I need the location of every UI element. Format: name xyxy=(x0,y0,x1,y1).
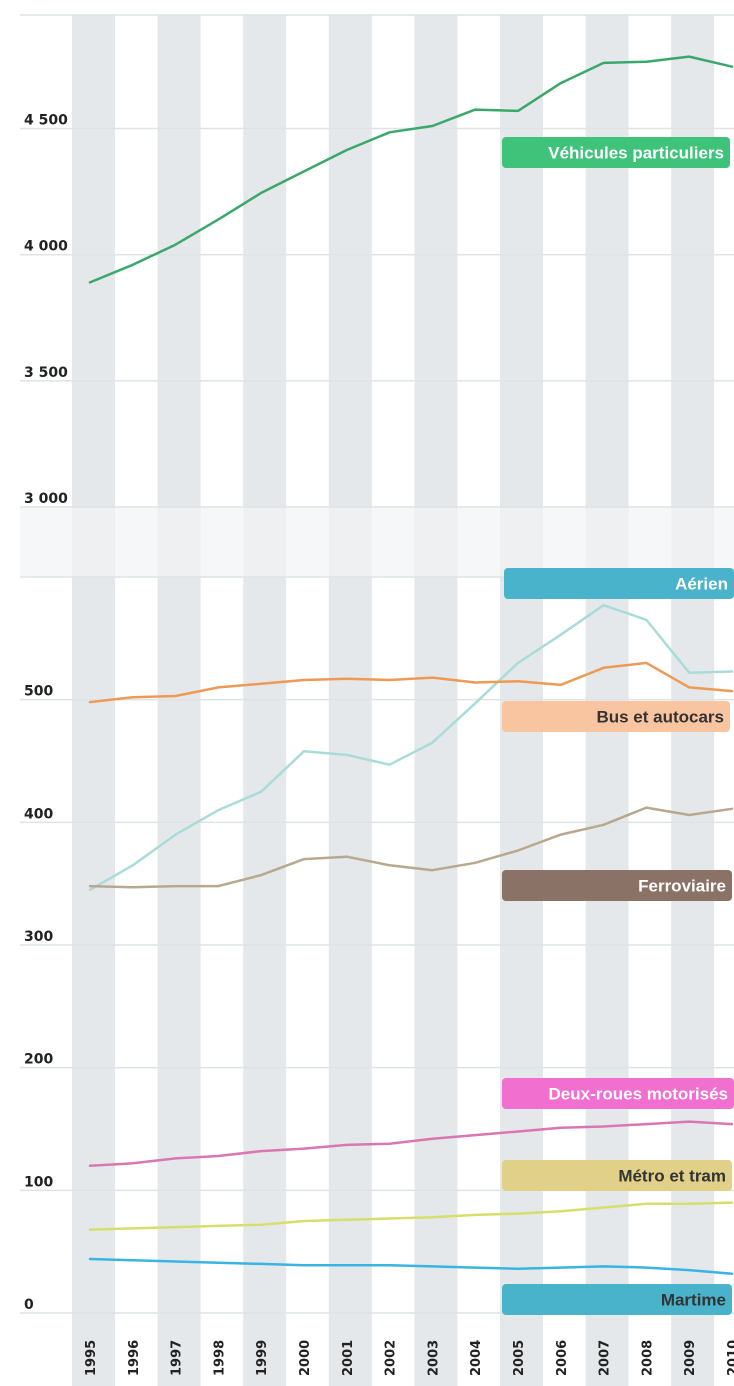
column-band xyxy=(500,15,543,507)
y-tick-label: 300 xyxy=(24,929,53,945)
series-label-aerien: Aérien xyxy=(675,575,728,594)
x-tick-label: 2005 xyxy=(512,1340,527,1376)
x-tick-label: 1995 xyxy=(84,1340,99,1376)
y-tick-label: 200 xyxy=(24,1052,53,1068)
x-tick-label: 2004 xyxy=(469,1340,484,1376)
x-tick-label: 1998 xyxy=(212,1340,227,1376)
series-label-box-vehicules-particuliers xyxy=(502,137,730,168)
column-band xyxy=(585,15,629,507)
series-line-deux-roues-motorises xyxy=(88,1120,734,1168)
y-tick-label: 400 xyxy=(24,806,53,822)
y-tick-label: 4 500 xyxy=(24,113,68,129)
column-band xyxy=(500,507,543,577)
column-band xyxy=(157,15,201,507)
y-tick-label: 500 xyxy=(24,684,53,700)
series-label-box-aerien xyxy=(504,568,734,599)
x-tick-label: 1996 xyxy=(127,1340,142,1376)
y-tick-label: 4 000 xyxy=(24,239,68,255)
series-label-bus-et-autocars: Bus et autocars xyxy=(596,708,724,727)
y-tick-labels: 3 000 3 500 4 000 4 500 0 100 200 300 400 500 xyxy=(24,113,68,1313)
column-band xyxy=(500,577,543,1386)
column-band xyxy=(585,507,629,577)
series-label-deux-roues-motorises: Deux-roues motorisés xyxy=(549,1085,729,1104)
column-band xyxy=(671,15,715,507)
column-band xyxy=(328,15,372,507)
column-band xyxy=(72,15,115,507)
series-line-aerien xyxy=(88,603,734,892)
x-tick-label: 2003 xyxy=(426,1340,441,1376)
series-line-bus-et-autocars xyxy=(88,661,734,704)
x-tick-labels: 1995 1996 1997 1998 1999 2000 2001 2002 2003 2004… xyxy=(84,1340,734,1376)
column-band xyxy=(414,577,458,1386)
series-label-vehicules-particuliers: Véhicules particuliers xyxy=(548,144,724,163)
column-band xyxy=(243,507,287,577)
y-tick-label: 3 500 xyxy=(24,365,68,381)
column-band xyxy=(157,507,201,577)
series-line-metro-et-tram xyxy=(88,1201,734,1231)
series-label-box-martime xyxy=(502,1284,732,1315)
series-lines xyxy=(88,55,734,1275)
series-line-vehicules-particuliers xyxy=(88,55,734,284)
series-label-ferroviaire: Ferroviaire xyxy=(638,877,726,896)
column-band xyxy=(157,577,201,1386)
series-label-box-ferroviaire xyxy=(502,870,732,901)
gridlines xyxy=(20,14,734,1314)
column-band xyxy=(414,507,458,577)
column-bands xyxy=(20,15,734,1386)
series-label-box-bus-et-autocars xyxy=(502,701,730,732)
x-tick-label: 1999 xyxy=(255,1340,270,1376)
column-band xyxy=(328,577,372,1386)
column-band xyxy=(671,577,715,1386)
column-band xyxy=(72,577,115,1386)
series-labels: Véhicules particuliers Aérien Bus et autoc… xyxy=(502,137,734,1315)
y-tick-label: 0 xyxy=(24,1297,34,1313)
x-tick-label: 2007 xyxy=(598,1340,613,1376)
x-tick-label: 2000 xyxy=(298,1340,313,1376)
y-tick-label: 100 xyxy=(24,1174,53,1190)
column-band xyxy=(243,15,287,507)
x-tick-label: 1997 xyxy=(170,1340,185,1376)
column-band xyxy=(243,577,287,1386)
x-tick-label: 2008 xyxy=(640,1340,655,1376)
column-band xyxy=(72,507,115,577)
series-line-martime xyxy=(88,1257,734,1275)
series-label-box-deux-roues-motorises xyxy=(502,1078,734,1109)
series-line-ferroviaire xyxy=(88,806,734,889)
series-label-martime: Martime xyxy=(661,1291,726,1310)
x-tick-label: 2010 xyxy=(726,1340,734,1376)
column-band xyxy=(585,577,629,1386)
x-tick-label: 2002 xyxy=(384,1340,399,1376)
x-tick-label: 2009 xyxy=(683,1340,698,1376)
series-label-box-metro-et-tram xyxy=(502,1160,732,1191)
column-band xyxy=(671,507,715,577)
x-tick-label: 2001 xyxy=(341,1340,356,1376)
column-band xyxy=(328,507,372,577)
y-tick-label: 3 000 xyxy=(24,491,68,507)
series-label-metro-et-tram: Métro et tram xyxy=(618,1167,726,1186)
x-tick-label: 2006 xyxy=(555,1340,570,1376)
column-band xyxy=(414,15,458,507)
